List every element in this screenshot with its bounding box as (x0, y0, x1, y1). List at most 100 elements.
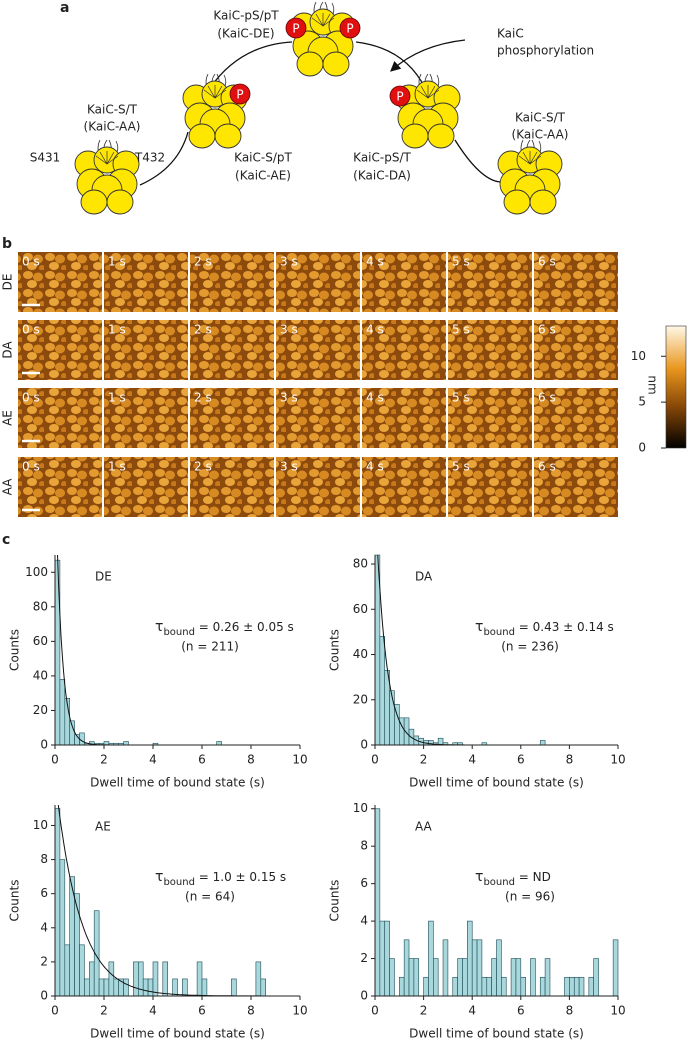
time-label: 3 s (280, 323, 298, 337)
y-tick-label: 6 (360, 876, 368, 890)
x-tick-label: 2 (100, 1004, 108, 1018)
bar (123, 741, 129, 746)
afm-frame (18, 388, 102, 448)
time-label: 2 s (194, 391, 212, 405)
row-label: DA (1, 341, 15, 359)
afm-frame (534, 252, 618, 312)
x-tick-label: 0 (371, 1004, 379, 1018)
x-tick-label: 8 (566, 753, 574, 767)
x-tick-label: 4 (149, 1004, 157, 1018)
state-name: KaiC-S/pT (234, 151, 292, 165)
bar (539, 976, 546, 997)
x-tick-label: 10 (292, 753, 307, 767)
tau-subscript: bound (163, 627, 195, 638)
bar (462, 958, 468, 997)
bar (612, 939, 619, 997)
afm-frame (534, 388, 618, 448)
bar (64, 944, 71, 997)
residue-label: T432 (134, 151, 165, 165)
time-label: 1 s (108, 255, 126, 269)
bar (79, 944, 85, 997)
y-tick-label: 4 (360, 914, 368, 928)
tau-value: = 0.26 ± 0.05 s (195, 620, 294, 634)
time-label: 1 s (108, 323, 126, 337)
n-annotation: (n = 236) (501, 640, 559, 654)
x-tick-label: 10 (292, 1004, 307, 1018)
n-annotation: (n = 64) (185, 890, 235, 904)
afm-frame (276, 388, 360, 448)
tau-annotation: τbound = ND (475, 869, 551, 888)
bar (423, 976, 429, 997)
row-label: AE (1, 410, 15, 426)
time-label: 6 s (538, 460, 556, 474)
arrow-label: phosphorylation (497, 44, 594, 58)
bar (384, 920, 390, 997)
bar (496, 939, 502, 997)
time-label: 1 s (108, 460, 126, 474)
bar (481, 976, 488, 997)
bar (442, 939, 449, 997)
afm-frame (18, 320, 102, 380)
x-tick-label: 4 (468, 1004, 476, 1018)
bar (389, 690, 395, 746)
afm-frame (18, 252, 102, 312)
time-label: 1 s (108, 391, 126, 405)
colorbar-tick-label: 5 (638, 395, 646, 409)
state-name: KaiC-pS/pT (213, 9, 279, 23)
bar (196, 961, 203, 997)
bar (201, 978, 208, 997)
afm-frame (534, 457, 618, 517)
time-label: 3 s (280, 391, 298, 405)
bar (89, 961, 95, 997)
time-label: 4 s (366, 460, 384, 474)
state-alias: (KaiC-AE) (235, 169, 291, 183)
bar (413, 958, 420, 997)
y-tick-label: 40 (33, 668, 48, 682)
n-annotation: (n = 211) (181, 640, 239, 654)
afm-frame (104, 457, 188, 517)
state-alias: (KaiC-DA) (353, 169, 411, 183)
y-tick-label: 20 (33, 703, 48, 717)
bar (510, 958, 517, 997)
y-tick-label: 6 (40, 886, 48, 900)
bar (408, 958, 415, 997)
state-alias: (KaiC-AA) (84, 120, 141, 134)
y-tick-label: 10 (33, 818, 48, 832)
pathway-arc (209, 41, 293, 89)
x-tick-label: 0 (51, 1004, 59, 1018)
chart-label: DA (415, 570, 433, 584)
afm-frame (18, 457, 102, 517)
afm-frame (276, 252, 360, 312)
bar (374, 808, 381, 997)
afm-frame (190, 320, 274, 380)
time-label: 6 s (538, 391, 556, 405)
panel-label: a (60, 0, 69, 16)
phospho-label: P (292, 22, 299, 36)
chart-label: AA (415, 820, 433, 834)
tau-value: = 1.0 ± 0.15 s (195, 870, 286, 884)
time-label: 2 s (194, 323, 212, 337)
kaic-icon (497, 139, 563, 215)
bar (142, 978, 149, 997)
x-tick-label: 4 (149, 753, 157, 767)
x-tick-label: 10 (610, 753, 625, 767)
bar (403, 939, 410, 997)
tau-annotation: τbound = 0.26 ± 0.05 s (155, 619, 294, 638)
bar (182, 978, 188, 997)
time-label: 5 s (452, 255, 470, 269)
time-label: 4 s (366, 391, 384, 405)
colorbar-tick-label: 10 (631, 349, 646, 363)
bar (486, 976, 492, 997)
bar (162, 961, 169, 997)
time-label: 0 s (22, 323, 40, 337)
state-name: KaiC-pS/T (353, 151, 411, 165)
afm-frame (448, 388, 532, 448)
bar (113, 978, 120, 997)
kaic-icon (74, 139, 140, 215)
afm-frame (448, 252, 532, 312)
bar (152, 961, 159, 997)
tau-value: = 0.43 ± 0.14 s (515, 620, 614, 634)
colorbar-tick-label: 0 (638, 441, 646, 455)
bar (138, 961, 144, 997)
bar (379, 920, 386, 997)
